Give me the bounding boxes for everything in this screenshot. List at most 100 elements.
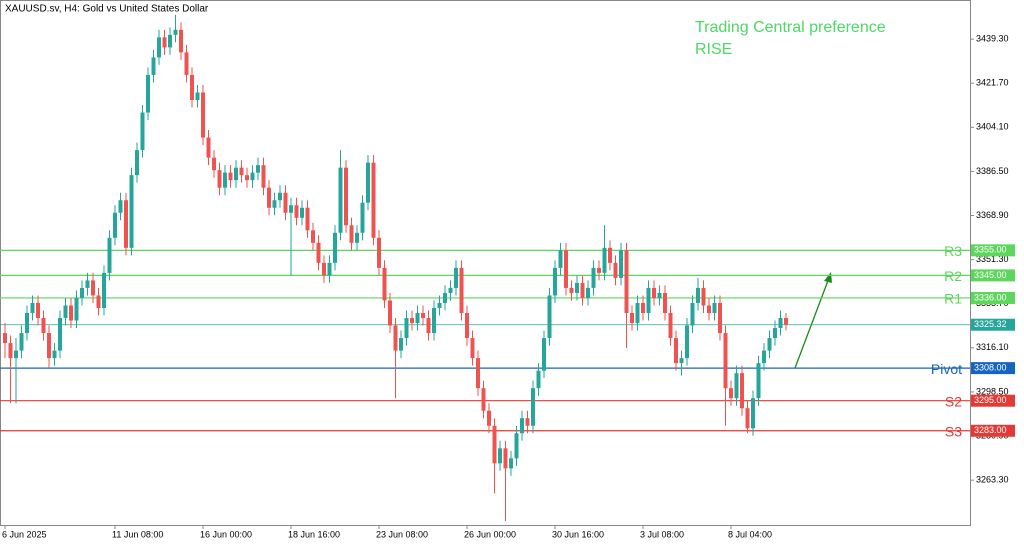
y-tick-label: 3439.30 [976, 33, 1009, 43]
candle-body [300, 207, 304, 218]
candle-body [168, 34, 172, 48]
x-tick-label: 8 Jul 04:00 [728, 529, 772, 539]
x-tick-label: 3 Jul 08:00 [640, 529, 684, 539]
annotation: RISE [695, 41, 732, 58]
arrow [794, 277, 830, 369]
candle-body [657, 292, 662, 298]
plot-frame [0, 0, 971, 526]
candle-body [701, 287, 706, 306]
candle-body [751, 398, 755, 429]
candle-body [520, 418, 524, 434]
candle-body [459, 267, 464, 313]
candle-body [602, 247, 607, 273]
candle-body [102, 272, 106, 308]
candle-body [327, 262, 332, 276]
candle-body [586, 287, 590, 298]
candle-body [30, 302, 35, 313]
candle-body [349, 225, 354, 243]
annotation: Trading Central preference [695, 19, 886, 36]
candle-body [415, 312, 420, 324]
candle-body [509, 458, 513, 469]
x-tick-label: 26 Jun 00:00 [464, 529, 516, 539]
candle-body [696, 287, 700, 303]
candle-body [151, 57, 156, 75]
candle-body [377, 237, 381, 268]
candle-body [553, 267, 557, 296]
candle-body [432, 307, 436, 334]
candle-body [245, 175, 249, 181]
level-name: S3 [945, 423, 962, 439]
candle-body [476, 358, 480, 389]
candle-body [756, 363, 761, 399]
candle-body [96, 295, 101, 308]
candle-body [25, 312, 29, 334]
candle-body [723, 333, 728, 389]
candle-body [718, 302, 722, 334]
candle-body [437, 302, 442, 308]
candle-body [124, 200, 128, 248]
y-tick-label: 3386.50 [976, 166, 1009, 176]
candle-body [492, 425, 497, 464]
candle-body [481, 388, 486, 411]
candle-body [333, 232, 337, 263]
candle-body [113, 212, 117, 238]
candle-body [773, 328, 777, 339]
y-tick-label: 3316.10 [976, 342, 1009, 352]
candle-body [41, 318, 46, 334]
candle-body [52, 350, 57, 359]
candle-body [322, 262, 326, 276]
candle-body [228, 172, 233, 181]
candle-body [404, 318, 409, 339]
candle-body [80, 287, 84, 298]
candle-body [591, 267, 596, 288]
candle-body [734, 373, 739, 399]
last-price-box [971, 318, 1015, 331]
candle-body [641, 302, 645, 313]
candle-body [745, 408, 750, 429]
candle-body [36, 302, 40, 319]
candle-body [146, 74, 150, 113]
candle-body [426, 318, 431, 334]
candle-body [663, 292, 667, 313]
candle-body [712, 302, 717, 313]
candle-body [668, 312, 673, 339]
candle-body [470, 338, 475, 359]
y-tick-label: 3404.10 [976, 122, 1009, 132]
candle-body [630, 312, 634, 324]
candle-body [366, 162, 370, 203]
candle-body [393, 325, 398, 351]
x-tick-label: 18 Jun 16:00 [288, 529, 340, 539]
candle-body [305, 207, 310, 231]
level-value-label: 3295.00 [974, 395, 1007, 405]
level-value-label: 3308.00 [974, 363, 1007, 373]
y-tick-label: 3351.30 [976, 254, 1009, 264]
candle-body [8, 343, 13, 359]
level-value-label: 3336.00 [974, 292, 1007, 302]
candle-body [729, 388, 733, 399]
candle-body [212, 157, 216, 171]
candle-body [580, 282, 585, 298]
candle-body [118, 200, 123, 213]
candle-body [184, 52, 189, 75]
candle-body [206, 137, 211, 158]
candle-body [514, 433, 519, 459]
candle-body [767, 338, 772, 351]
level-value-box [971, 291, 1015, 304]
candle-body [223, 172, 227, 188]
candle-body [135, 150, 139, 176]
candle-body [179, 29, 183, 53]
candle-body [652, 287, 656, 298]
candle-body [69, 305, 73, 321]
candle-body [569, 287, 574, 293]
candle-body [575, 282, 579, 293]
level-value-box [971, 244, 1015, 257]
x-tick-label: 11 Jun 08:00 [112, 529, 163, 539]
candle-body [360, 202, 365, 233]
candle-body [690, 302, 695, 326]
level-value-label: 3355.00 [974, 245, 1007, 255]
candle-body [85, 280, 90, 288]
candle-body [503, 448, 508, 469]
candle-body [778, 318, 783, 329]
candle-body [635, 302, 640, 324]
